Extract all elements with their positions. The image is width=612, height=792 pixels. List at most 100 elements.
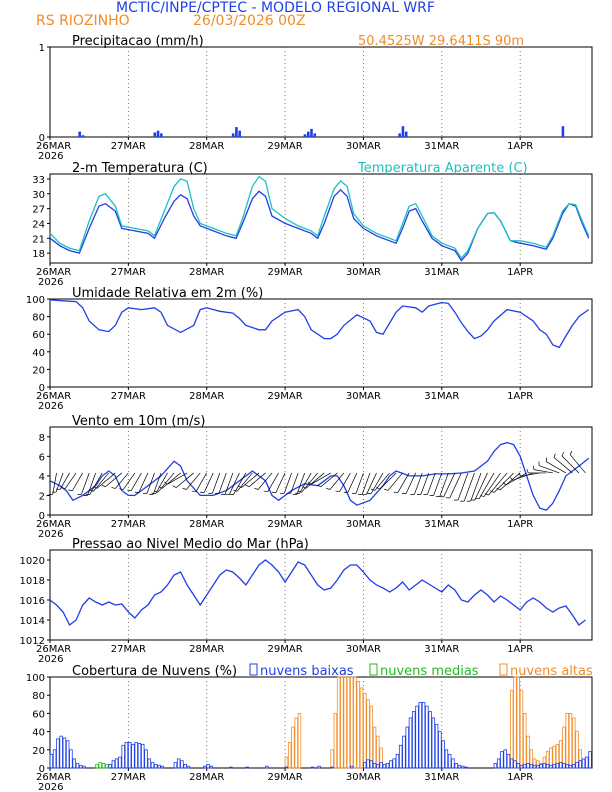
precip-bar: [398, 133, 401, 137]
wind-barb: [361, 472, 371, 495]
wind-xtick-label: 31MAR: [424, 519, 459, 530]
wind-barb-flag: [371, 488, 376, 491]
wind-barb-flag: [127, 489, 132, 491]
cloud-high-bar: [333, 713, 338, 769]
wind-barb: [553, 457, 573, 474]
wind-barb: [370, 472, 384, 494]
cloud-low-bar: [160, 765, 165, 769]
pressure-title: Pressao ao Nivel Medio do Mar (hPa): [72, 537, 309, 552]
cloud-medium-bar: [105, 763, 109, 769]
rh-xtick-label: 29MAR: [268, 391, 303, 402]
cloud-low-bar: [382, 763, 387, 769]
cloud-low-bar: [180, 760, 184, 769]
rh-xtick-label: 1APR: [507, 391, 533, 402]
wind-barb-flag: [393, 491, 398, 494]
cloud-high-bar: [568, 713, 573, 769]
wind-barb: [569, 454, 586, 474]
wind-barb-flag: [61, 487, 66, 490]
cloud-low-bar: [137, 743, 142, 769]
cloud-legend-label: nuvens altas: [510, 664, 593, 679]
cloud-low-bar: [78, 764, 83, 769]
pressure-plot-frame: [49, 549, 593, 641]
cloud-low-bar: [562, 763, 566, 769]
cloud-legend-label: nuvens baixas: [260, 664, 354, 679]
rh-ytick-label: 100: [26, 295, 45, 306]
cloud-high-bar: [353, 676, 357, 769]
wind-series-blue-line: [49, 441, 590, 511]
station-coordinates: 50.4525W 29.6411S 90m: [358, 34, 524, 49]
wind-barb-flag: [335, 490, 340, 493]
pressure-xtick-label: 29MAR: [268, 644, 303, 655]
cloud-low-bar: [389, 760, 393, 769]
wind-barb-flag: [367, 492, 372, 495]
cloud-low-bar: [585, 756, 589, 769]
cloud-high-bar: [565, 713, 569, 769]
rh-title: Umidade Relativa em 2m (%): [72, 286, 263, 301]
pressure-year-label: 2026: [38, 654, 63, 665]
wind-barb: [72, 472, 83, 491]
wind-barb: [105, 472, 123, 488]
wind-barb: [236, 472, 253, 492]
clouds-ytick-label: 40: [32, 728, 45, 739]
pressure-ytick-label: 1016: [20, 596, 45, 607]
wind-barb-flag: [237, 485, 242, 488]
cloud-low-bar: [578, 760, 583, 769]
wind-barb: [203, 472, 214, 493]
wind-xtick-label: 29MAR: [268, 519, 303, 530]
cloud-high-bar: [523, 713, 527, 769]
wind-barb: [301, 472, 319, 493]
clouds-xtick-label: 27MAR: [111, 772, 146, 783]
cloud-low-bar: [506, 753, 511, 769]
cloud-low-bar: [460, 765, 465, 769]
cloud-low-bar: [369, 760, 374, 769]
cloud-high-bar: [519, 690, 524, 769]
cloud-low-bar: [376, 763, 380, 769]
cloud-low-bar: [536, 764, 540, 769]
temp-xtick-label: 30MAR: [346, 267, 381, 278]
cloud-low-bar: [434, 723, 439, 769]
temp-xtick-label: 27MAR: [111, 267, 146, 278]
wind-barb: [167, 472, 188, 485]
rh-xtick-label: 30MAR: [346, 391, 381, 402]
cloud-low-bar: [431, 717, 436, 769]
wind-barb: [520, 472, 540, 477]
wind-barb-flag: [191, 490, 196, 493]
cloud-low-bar: [310, 766, 315, 769]
cloud-low-bar: [144, 749, 148, 769]
wind-barb: [483, 472, 501, 497]
precip-xtick-label: 1APR: [507, 141, 533, 152]
wind-barb: [387, 472, 403, 491]
cloud-low-bar: [121, 744, 125, 769]
temp-ytick-label: 24: [32, 219, 45, 230]
precip-bar: [160, 133, 163, 137]
precip-bar: [310, 128, 313, 137]
cloud-legend-swatch: [249, 663, 258, 676]
cloud-low-bar: [441, 740, 445, 769]
cloud-low-bar: [542, 763, 547, 769]
wind-barb-flag: [245, 484, 250, 488]
clouds-xtick-label: 29MAR: [268, 772, 303, 783]
wind-barb: [81, 472, 90, 495]
wind-barb: [420, 472, 430, 495]
wind-barb-flag: [545, 457, 548, 462]
cloud-low-bar: [457, 764, 462, 769]
wind-barb: [320, 472, 338, 488]
wind-barb-flag: [510, 477, 514, 481]
cloud-low-bar: [526, 763, 530, 769]
wind-barb: [427, 472, 436, 495]
cloud-high-bar: [291, 726, 295, 769]
wind-barb: [155, 472, 168, 494]
wind-barb: [290, 472, 299, 494]
cloud-high-bar: [343, 676, 347, 769]
cloud-low-bar: [157, 764, 161, 769]
cloud-high-bar: [562, 726, 566, 769]
rh-xtick-label: 26MAR: [36, 391, 71, 402]
cloud-low-bar: [402, 735, 406, 769]
cloud-low-bar: [114, 758, 119, 769]
cloud-low-bar: [52, 749, 57, 769]
precip-xtick-label: 28MAR: [189, 141, 224, 152]
wind-barb-flag: [111, 486, 116, 489]
wind-barb-flag: [553, 453, 556, 458]
wind-barb: [195, 472, 208, 492]
rh-ytick-label: 0: [39, 383, 45, 394]
